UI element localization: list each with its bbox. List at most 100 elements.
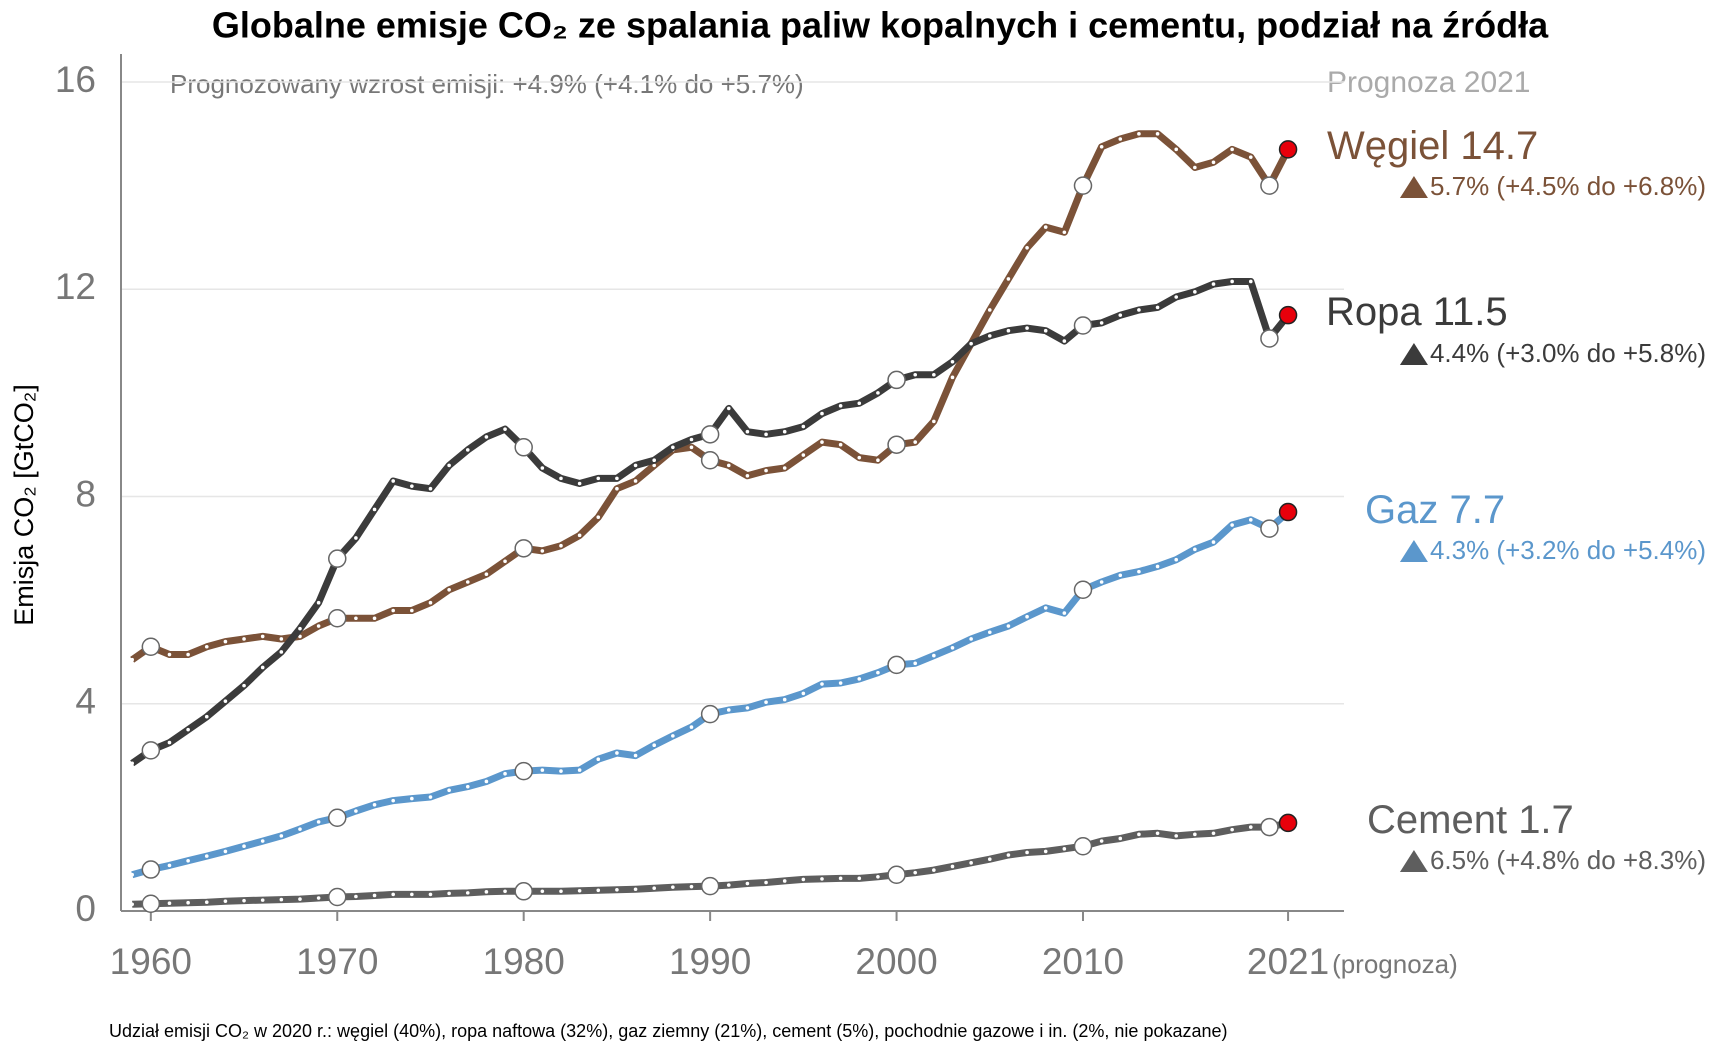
point	[782, 429, 787, 434]
chart-title: Globalne emisje CO₂ ze spalania paliw ko…	[212, 5, 1549, 46]
point	[1174, 147, 1179, 152]
point	[141, 894, 161, 913]
point	[316, 896, 321, 900]
point	[1230, 147, 1234, 152]
point	[857, 401, 862, 406]
series-line	[130, 278, 1291, 767]
series-growth: 4.4% (+3.0% do +5.8%)	[1430, 338, 1706, 368]
point	[689, 884, 694, 889]
point	[876, 670, 880, 675]
point	[540, 549, 545, 553]
y-tick-label: 16	[55, 59, 96, 100]
point	[671, 445, 675, 450]
x-tick-label: 2000	[855, 941, 937, 982]
point	[726, 883, 731, 887]
point	[141, 741, 161, 760]
point	[1006, 853, 1011, 857]
point	[372, 893, 377, 898]
point	[1006, 328, 1011, 333]
point	[987, 334, 992, 338]
point	[820, 411, 824, 416]
point	[279, 650, 284, 654]
point	[1099, 580, 1104, 584]
point	[465, 448, 470, 452]
point	[1193, 547, 1197, 552]
point	[514, 539, 533, 558]
point	[1174, 834, 1179, 838]
point	[1137, 308, 1141, 312]
x-tick-note: (prognoza)	[1332, 949, 1458, 979]
point	[745, 473, 750, 478]
forecast-label: Prognoza 2021	[1327, 66, 1531, 99]
point	[1174, 557, 1179, 562]
point	[1043, 225, 1048, 229]
point	[1025, 326, 1029, 330]
point	[1193, 832, 1197, 837]
point	[186, 858, 190, 863]
point	[1062, 230, 1067, 235]
point	[1260, 817, 1279, 837]
point	[689, 445, 694, 450]
point	[782, 879, 787, 883]
point	[1193, 165, 1197, 170]
point	[1260, 176, 1279, 195]
point	[633, 463, 638, 468]
point	[1230, 827, 1234, 832]
point	[1099, 839, 1104, 843]
point	[503, 559, 507, 564]
y-tick-label: 8	[75, 473, 96, 514]
point	[372, 507, 377, 512]
point	[1099, 144, 1104, 149]
point	[242, 898, 246, 903]
point	[987, 630, 992, 635]
point	[764, 432, 768, 437]
point	[633, 479, 638, 483]
point	[223, 899, 228, 903]
series-line	[131, 509, 1291, 879]
point	[540, 768, 545, 772]
point	[223, 639, 228, 644]
point	[764, 880, 768, 885]
point	[1073, 580, 1093, 600]
point	[298, 827, 302, 831]
point	[372, 616, 377, 621]
point	[204, 714, 209, 719]
y-tick-label: 12	[55, 266, 96, 307]
point	[596, 888, 601, 893]
series-name: Węgiel	[1327, 124, 1449, 168]
point	[1025, 246, 1029, 250]
point	[354, 616, 358, 621]
point	[447, 463, 451, 468]
point	[820, 440, 824, 444]
point	[1099, 321, 1104, 325]
subtitle: Prognozowany wzrost emisji: +4.9% (+4.1%…	[170, 69, 804, 99]
point	[1248, 518, 1253, 522]
point	[391, 479, 395, 483]
point	[1155, 132, 1160, 136]
growth-triangle	[1399, 850, 1428, 872]
point	[465, 784, 470, 789]
point	[876, 458, 880, 463]
point	[726, 406, 731, 411]
point	[316, 600, 321, 605]
point	[1211, 540, 1216, 544]
point	[465, 580, 470, 584]
point	[260, 898, 265, 902]
point	[1006, 277, 1011, 281]
point	[354, 536, 358, 540]
point	[969, 637, 973, 641]
point	[932, 653, 936, 658]
point	[857, 455, 862, 460]
point	[745, 881, 750, 886]
y-tick-label: 4	[75, 681, 96, 722]
point	[540, 889, 545, 894]
point	[242, 683, 246, 688]
x-tick-label: 2021	[1247, 941, 1329, 982]
point	[726, 463, 731, 468]
point	[242, 844, 246, 849]
point	[700, 450, 720, 470]
series-value: 14.7	[1460, 124, 1538, 168]
point	[764, 468, 768, 473]
